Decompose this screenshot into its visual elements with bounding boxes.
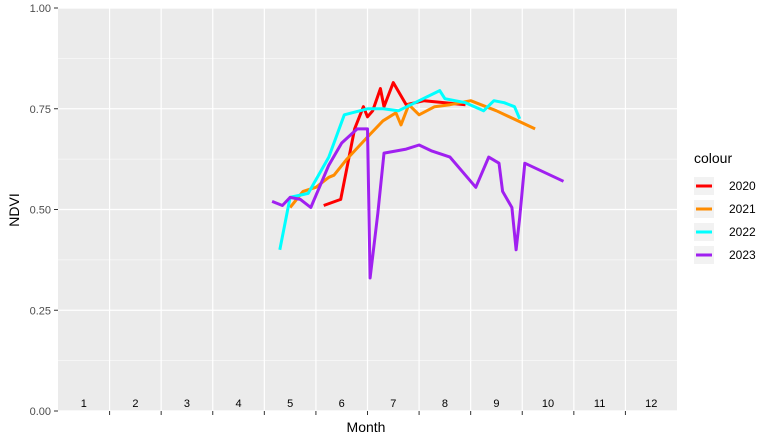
x-tick-marks bbox=[109, 411, 626, 415]
legend: colour 2020 2021 2022 2023 bbox=[694, 150, 756, 264]
month-label: 6 bbox=[339, 398, 345, 410]
series-line-2021 bbox=[288, 99, 536, 209]
legend-label-2023: 2023 bbox=[729, 248, 756, 262]
month-label: 4 bbox=[235, 398, 241, 410]
month-label: 9 bbox=[493, 398, 499, 410]
legend-label-2020: 2020 bbox=[729, 179, 756, 193]
y-tick-label: 0.00 bbox=[30, 406, 51, 418]
month-label: 2 bbox=[132, 398, 138, 410]
month-labels: 1 2 3 4 5 6 7 8 9 10 11 12 bbox=[81, 398, 658, 410]
month-label: 7 bbox=[390, 398, 396, 410]
y-tick-label: 0.75 bbox=[30, 104, 51, 116]
y-axis: 0.00 0.25 0.50 0.75 1.00 bbox=[30, 3, 58, 418]
month-label: 10 bbox=[542, 398, 554, 410]
month-label: 8 bbox=[442, 398, 448, 410]
month-label: 5 bbox=[287, 398, 293, 410]
month-label: 1 bbox=[81, 398, 87, 410]
series-line-2023 bbox=[271, 127, 565, 280]
legend-title: colour bbox=[694, 150, 732, 166]
legend-label-2021: 2021 bbox=[729, 202, 756, 216]
y-tick-label: 0.50 bbox=[30, 205, 51, 217]
series-lines bbox=[271, 81, 565, 280]
month-label: 11 bbox=[594, 398, 605, 410]
y-axis-title: NDVI bbox=[6, 193, 22, 226]
y-tick-label: 0.25 bbox=[30, 305, 51, 317]
series-line-2020 bbox=[323, 81, 466, 207]
x-axis-title: Month bbox=[347, 419, 386, 435]
legend-label-2022: 2022 bbox=[729, 225, 756, 239]
month-label: 3 bbox=[184, 398, 190, 410]
series-line-2022 bbox=[278, 89, 522, 251]
y-tick-label: 1.00 bbox=[30, 3, 51, 15]
month-label: 12 bbox=[645, 398, 657, 410]
